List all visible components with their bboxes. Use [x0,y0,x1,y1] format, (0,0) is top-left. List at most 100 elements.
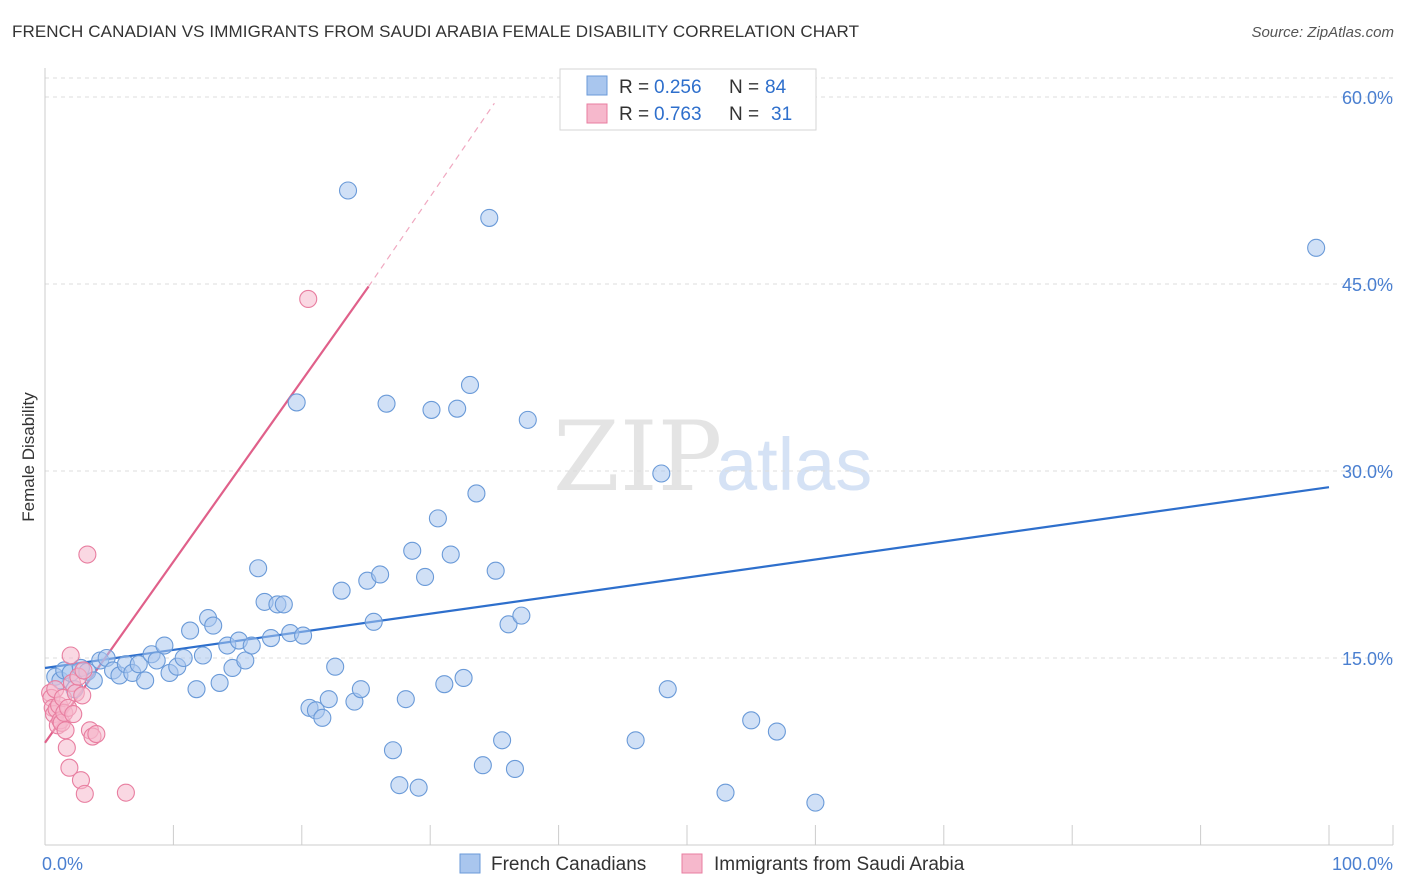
point-french-canadians-57 [403,541,422,560]
point-saudi-arabia-23 [74,661,93,680]
point-french-canadians-54 [383,741,403,760]
point-french-canadians-78 [658,680,677,699]
point-saudi-arabia-22 [73,686,92,705]
bottom-legend-label-saudi-arabia: Immigrants from Saudi Arabia [714,854,965,875]
watermark-zip: ZIP [553,401,722,513]
point-french-canadians-47 [338,181,358,200]
point-french-canadians-46 [332,581,351,600]
point-french-canadians-76 [626,731,645,750]
axes [44,68,1394,846]
legend-box: R = 0.256 N = 84 R = 0.763 N = 31 [559,68,817,131]
point-french-canadians-59 [416,567,435,587]
bottom-legend-swatch-pink [681,853,703,874]
point-french-canadians-51 [364,612,383,631]
point-french-canadians-37 [274,595,293,614]
point-french-canadians-70 [486,561,505,580]
point-french-canadians-52 [371,565,390,584]
point-french-canadians-17 [147,651,166,670]
point-saudi-arabia-28 [87,724,106,744]
chart-title: FRENCH CANADIAN VS IMMIGRANTS FROM SAUDI… [12,22,860,41]
point-french-canadians-60 [422,400,441,419]
point-french-canadians-68 [473,756,492,775]
point-saudi-arabia-30 [299,289,318,309]
bottom-legend-swatch-blue [459,853,481,874]
trend-line-french-canadians [44,486,1330,670]
legend-n-value-2: 31 [771,104,792,125]
point-saudi-arabia-25 [78,545,97,564]
point-french-canadians-64 [448,399,467,418]
point-french-canadians-18 [155,636,174,655]
point-french-canadians-43 [313,708,332,727]
y-tick-label-45: 45.0% [1342,275,1393,295]
point-french-canadians-23 [187,680,206,699]
y-tick-label-30: 30.0% [1342,462,1393,482]
point-saudi-arabia-12 [56,721,75,740]
point-french-canadians-71 [493,731,512,750]
point-french-canadians-45 [326,657,345,676]
point-french-canadians-73 [505,759,524,779]
point-french-canadians-32 [242,636,261,655]
source-label: Source: ZipAtlas.com [1251,24,1394,41]
trend-line-saudi-arabia-extension [368,102,495,287]
point-french-canadians-56 [396,690,415,709]
grid-lines [45,77,1393,659]
point-french-canadians-62 [435,675,454,694]
legend-swatch-blue [586,75,608,96]
point-saudi-arabia-15 [60,758,79,777]
legend-n-label-1: N = [729,77,759,98]
point-french-canadians-14 [129,655,148,674]
point-french-canadians-67 [467,484,486,503]
point-french-canadians-40 [294,626,313,645]
point-french-canadians-44 [319,690,338,709]
legend-n-label-2: N = [729,104,759,125]
point-french-canadians-66 [460,375,480,395]
point-saudi-arabia-16 [61,646,80,665]
bottom-legend: French Canadians Immigrants from Saudi A… [459,853,965,875]
point-french-canadians-21 [174,648,193,668]
legend-swatch-pink [586,103,608,124]
point-french-canadians-61 [428,509,447,528]
point-french-canadians-81 [767,722,786,741]
point-french-canadians-49 [351,680,370,699]
point-french-canadians-82 [806,793,825,812]
point-saudi-arabia-13 [57,738,76,757]
series-french-canadians [46,181,1326,812]
point-french-canadians-80 [742,711,761,730]
point-french-canadians-75 [518,410,537,429]
point-french-canadians-15 [136,671,155,690]
point-french-canadians-55 [390,776,409,795]
point-french-canadians-65 [454,668,473,687]
point-french-canadians-39 [287,393,306,412]
point-french-canadians-63 [441,545,460,564]
legend-r-value-1: 0.256 [654,77,702,98]
point-french-canadians-33 [249,559,268,578]
point-french-canadians-72 [499,615,518,634]
point-french-canadians-24 [193,646,212,665]
point-french-canadians-53 [377,394,396,413]
tick-labels: 15.0% 30.0% 45.0% 60.0% 0.0% 100.0% [42,88,1393,874]
point-french-canadians-31 [236,651,255,670]
point-saudi-arabia-24 [75,784,94,803]
point-saudi-arabia-18 [64,705,83,724]
point-french-canadians-69 [480,208,499,227]
y-tick-label-15: 15.0% [1342,649,1393,669]
legend-n-value-1: 84 [765,77,787,98]
point-french-canadians-79 [716,783,735,802]
point-french-canadians-27 [210,673,229,692]
x-tick-label-0: 0.0% [42,854,83,874]
point-french-canadians-74 [512,606,531,625]
y-axis-label: Female Disability [19,392,38,522]
x-tick-label-100: 100.0% [1332,854,1393,874]
point-french-canadians-26 [204,616,223,635]
point-french-canadians-35 [261,629,281,648]
y-tick-label-60: 60.0% [1342,88,1393,108]
bottom-legend-label-french-canadians: French Canadians [491,854,646,875]
legend-r-value-2: 0.763 [654,104,702,125]
legend-r-label-2: R = [619,104,649,125]
watermark-atlas: atlas [716,423,872,506]
point-french-canadians-22 [181,621,200,640]
point-french-canadians-83 [1307,238,1326,257]
series-saudi-arabia-immigrants [41,289,318,803]
legend-r-label-1: R = [619,77,649,98]
